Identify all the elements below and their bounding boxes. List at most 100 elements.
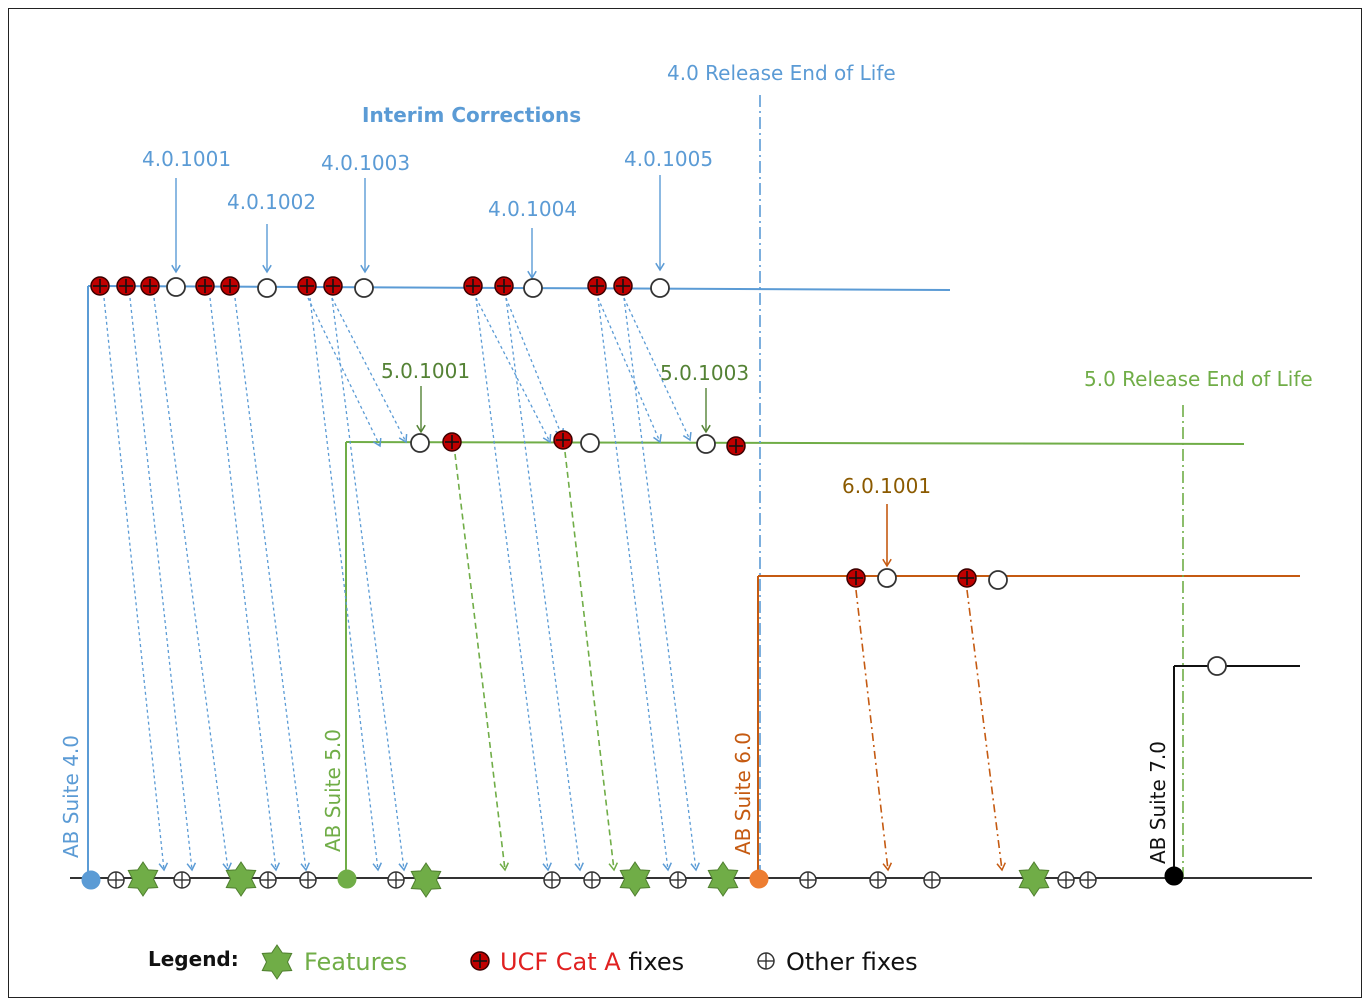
ucf-fix-icon	[613, 276, 633, 296]
arrow-line	[855, 589, 889, 871]
interim-correction-marker	[650, 278, 670, 298]
arrow-line	[623, 297, 691, 441]
other-fix-icon	[799, 871, 817, 889]
arrow-line	[309, 297, 379, 871]
arrow-line	[597, 297, 669, 871]
arrow-head	[662, 862, 673, 872]
other-fix-icon	[1057, 871, 1075, 889]
legend-other-label: Other fixes	[786, 948, 918, 976]
interim-correction-marker	[523, 278, 543, 298]
other-fix-icon	[107, 871, 125, 889]
arrow-head	[360, 264, 370, 274]
arrow-line	[331, 297, 405, 871]
arrow-head	[499, 862, 510, 872]
ucf-fix-icon	[494, 276, 514, 296]
arrow-head	[690, 862, 700, 872]
ic-label-5-0-1003: 5.0.1003	[660, 361, 749, 385]
legend-title: Legend:	[148, 947, 239, 971]
feature-star-icon	[707, 861, 739, 897]
markers	[81, 276, 1227, 898]
ic-label-6-0-1001: 6.0.1001	[842, 474, 931, 498]
other-fix-icon	[543, 871, 561, 889]
interim-correction-marker	[257, 278, 277, 298]
arrow-head	[270, 862, 281, 872]
arrow-head	[372, 862, 383, 872]
feature-star-icon	[127, 861, 159, 897]
legend-ucf-icon	[470, 951, 490, 971]
arrow-head	[398, 433, 408, 444]
ucf-fix-icon	[116, 276, 136, 296]
arrow-head	[542, 862, 552, 872]
release-label-70: AB Suite 7.0	[1146, 741, 1170, 864]
arrow-line	[153, 297, 229, 871]
arrow-head	[882, 558, 892, 568]
arrow-head	[158, 862, 169, 872]
release-40-branch	[87, 285, 951, 291]
arrow-head	[398, 862, 408, 872]
ic-label-5-0-1001: 5.0.1001	[381, 359, 470, 383]
release-60-point	[749, 869, 769, 889]
legend-ucf-fix-icon	[470, 951, 490, 971]
other-fix-icon	[923, 871, 941, 889]
arrow-head	[372, 437, 382, 448]
other-fix-icon	[173, 871, 191, 889]
interim-corrections-header: Interim Corrections	[362, 103, 581, 127]
feature-star-icon	[619, 861, 651, 897]
arrow-line	[505, 297, 563, 437]
interim-correction-marker	[354, 278, 374, 298]
timeline-lines	[70, 285, 1312, 879]
arrow-head	[996, 862, 1006, 872]
legend-ucf-label-b: fixes	[621, 948, 684, 976]
arrow-line	[454, 453, 506, 871]
ic-label-4-0-1002: 4.0.1002	[227, 190, 316, 214]
release-70-point	[1164, 866, 1184, 886]
arrow-line	[234, 297, 307, 871]
legend-other-fix-icon	[757, 952, 775, 970]
other-fix-icon	[299, 871, 317, 889]
ic-label-4-0-1001: 4.0.1001	[142, 147, 231, 171]
other-fix-icon	[1079, 871, 1097, 889]
interim-correction-marker	[877, 568, 897, 588]
legend-ucf-label-a: UCF Cat A	[500, 948, 621, 976]
legend-other-icon	[757, 952, 775, 970]
ucf-fix-icon	[463, 276, 483, 296]
ucf-fix-icon	[587, 276, 607, 296]
arrow-line	[103, 297, 165, 871]
interim-correction-marker	[1207, 656, 1227, 676]
arrow-line	[129, 297, 193, 871]
arrow-line	[505, 297, 581, 871]
ucf-fix-icon	[957, 568, 977, 588]
arrow-line	[475, 297, 549, 871]
legend: Legend: Features UCF Cat A fixes Other f…	[148, 944, 918, 980]
arrow-head	[416, 424, 426, 434]
ucf-fix-icon	[297, 276, 317, 296]
arrow-head	[701, 424, 711, 434]
legend-star-icon	[261, 944, 293, 980]
ic-label-4-0-1004: 4.0.1004	[488, 197, 577, 221]
release-50-point	[337, 869, 357, 889]
release-label-50: AB Suite 5.0	[321, 729, 345, 852]
arrow-head	[574, 862, 584, 872]
eol-40-label: 4.0 Release End of Life	[667, 61, 896, 85]
arrow-line	[966, 589, 1003, 871]
ucf-fix-icon	[553, 430, 573, 450]
ucf-fix-icon	[323, 276, 343, 296]
arrow-line	[331, 297, 407, 443]
arrow-line	[597, 297, 661, 443]
arrow-head	[527, 270, 537, 280]
release-label-60: AB Suite 6.0	[731, 732, 755, 855]
feature-star-icon	[225, 861, 257, 897]
ucf-fix-icon	[442, 432, 462, 452]
arrow-head	[655, 262, 665, 272]
ucf-fix-icon	[726, 436, 746, 456]
legend-features-label: Features	[304, 948, 407, 976]
eol-50-label: 5.0 Release End of Life	[1084, 367, 1313, 391]
release-40-point	[81, 870, 101, 890]
interim-correction-marker	[166, 277, 186, 297]
arrow-line	[564, 451, 615, 871]
arrow-head	[171, 264, 181, 274]
label-arrows	[171, 175, 892, 568]
release-50-branch	[345, 441, 1245, 445]
arrow-head	[653, 433, 662, 444]
